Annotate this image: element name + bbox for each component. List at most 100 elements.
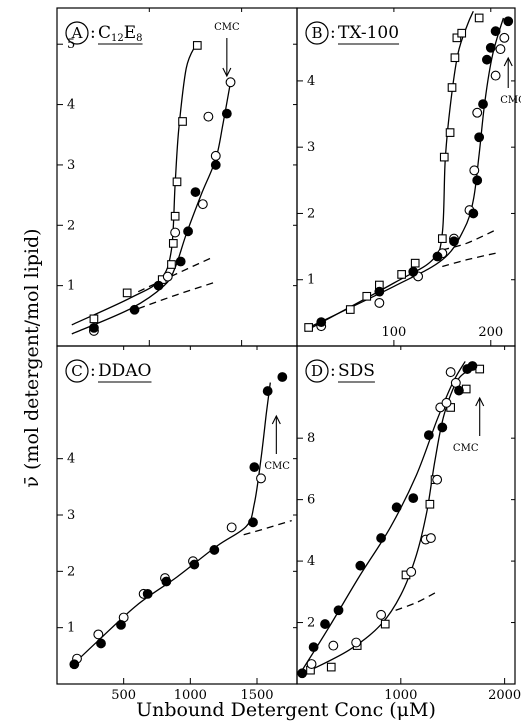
x-tick-label: 200: [478, 325, 503, 340]
data-point-open-square: [167, 260, 176, 269]
panel-letter-circle: [305, 359, 329, 383]
panel-title: TX-100: [338, 23, 399, 43]
data-point-filled-circle: [249, 462, 260, 473]
data-point-filled-circle: [333, 605, 344, 616]
data-point-open-circle: [499, 32, 510, 43]
panel-title-mid: E: [124, 23, 136, 43]
panel-b: 1 2 3 4 100 200 B:TX-100 CMC: [296, 7, 521, 347]
panel-title: SDS: [338, 361, 375, 381]
fitted-curve: [307, 365, 481, 673]
x-tick-label: 1000: [174, 688, 207, 703]
fitted-curve: [71, 45, 197, 326]
data-point-open-square: [170, 211, 180, 221]
data-point-filled-circle: [248, 517, 258, 528]
data-point-filled-circle: [320, 619, 330, 629]
data-point-open-square: [192, 41, 202, 50]
panel-letter: D: [311, 362, 323, 380]
data-point-filled-circle: [183, 226, 193, 237]
y-tick-label: 8: [307, 431, 315, 446]
data-point-filled-circle: [96, 638, 106, 649]
data-point-filled-circle: [467, 361, 478, 371]
data-point-open-circle: [374, 297, 385, 308]
data-point-open-circle: [93, 629, 104, 640]
panel-title: C12E8: [98, 23, 143, 44]
data-point-filled-circle: [391, 502, 402, 513]
data-point-open-square: [474, 13, 484, 23]
data-point-filled-circle: [69, 659, 80, 670]
data-point-open-square: [457, 28, 467, 38]
data-point-open-square: [168, 239, 178, 248]
cmc-arrowhead: [271, 414, 281, 425]
data-point-open-square: [362, 291, 372, 301]
y-tick-label: 3: [67, 158, 75, 173]
data-point-open-circle: [472, 107, 483, 118]
x-tick-label: 1000: [384, 688, 417, 703]
data-point-open-circle: [376, 609, 387, 620]
data-point-open-square: [445, 128, 455, 137]
fitted-curve: [304, 17, 505, 330]
data-point-open-circle: [441, 397, 452, 408]
data-point-filled-circle: [485, 42, 496, 53]
data-point-open-circle: [197, 199, 208, 210]
data-point-open-circle: [425, 533, 436, 543]
data-point-open-square: [410, 258, 420, 268]
y-axis-title: ν̄ (mol detergent/mol lipid): [21, 228, 43, 487]
dashed-extrapolation-line: [137, 256, 215, 293]
y-tick-label: 1: [67, 279, 75, 294]
data-point-open-circle: [210, 150, 221, 161]
fitted-curve: [69, 382, 271, 668]
data-point-open-circle: [495, 44, 506, 55]
data-point-open-circle: [445, 367, 456, 378]
data-point-open-circle: [328, 640, 339, 651]
data-point-filled-circle: [277, 372, 288, 382]
data-point-filled-circle: [190, 187, 201, 197]
panel-title-colon: :: [330, 361, 336, 381]
data-point-open-square: [380, 619, 390, 629]
data-point-filled-circle: [432, 251, 443, 262]
data-point-open-square: [345, 305, 355, 314]
data-point-open-circle: [490, 70, 501, 81]
data-point-open-square: [304, 323, 313, 332]
data-point-open-square: [437, 234, 447, 243]
panel-letter-circle: [65, 359, 89, 383]
panel-letter: A: [71, 24, 83, 42]
data-point-open-circle: [170, 227, 181, 238]
dashed-extrapolation-line: [442, 229, 496, 251]
y-tick-label: 2: [307, 206, 315, 221]
data-point-open-square: [172, 177, 182, 187]
data-point-open-circle: [225, 77, 236, 88]
data-point-open-square: [326, 662, 336, 672]
y-tick-label: 2: [67, 564, 75, 579]
panel-c: 1 2 3 4 500 1000 1500 C: DDAO CMC: [56, 345, 298, 703]
data-point-filled-circle: [454, 385, 464, 396]
data-point-open-square: [452, 33, 462, 43]
cmc-label: CMC: [500, 95, 521, 106]
x-tick-label: 500: [111, 688, 136, 703]
data-point-open-square: [450, 53, 460, 63]
data-point-filled-circle: [308, 642, 319, 653]
data-point-filled-circle: [262, 386, 273, 396]
cmc-arrowhead: [475, 396, 485, 407]
data-point-filled-circle: [210, 160, 221, 170]
data-point-open-square: [447, 83, 457, 92]
panel-title-main: SDS: [338, 361, 375, 381]
panel-title-sub: 8: [136, 33, 142, 44]
data-point-filled-circle: [116, 619, 126, 630]
data-point-filled-circle: [408, 266, 419, 277]
y-tick-label: 4: [67, 98, 75, 113]
data-point-filled-circle: [209, 545, 220, 555]
data-point-filled-circle: [374, 286, 385, 297]
data-point-open-circle: [256, 473, 266, 484]
x-tick-label: 1500: [240, 688, 273, 703]
data-point-open-square: [397, 270, 406, 279]
data-point-filled-circle: [189, 559, 200, 570]
y-tick-label: 6: [307, 493, 315, 508]
y-tick-label: 1: [67, 621, 75, 636]
y-tick-label: 5: [67, 37, 75, 52]
cmc-label: CMC: [214, 22, 240, 33]
data-point-filled-circle: [161, 576, 172, 587]
data-point-open-circle: [351, 637, 362, 648]
data-point-filled-circle: [468, 208, 479, 219]
